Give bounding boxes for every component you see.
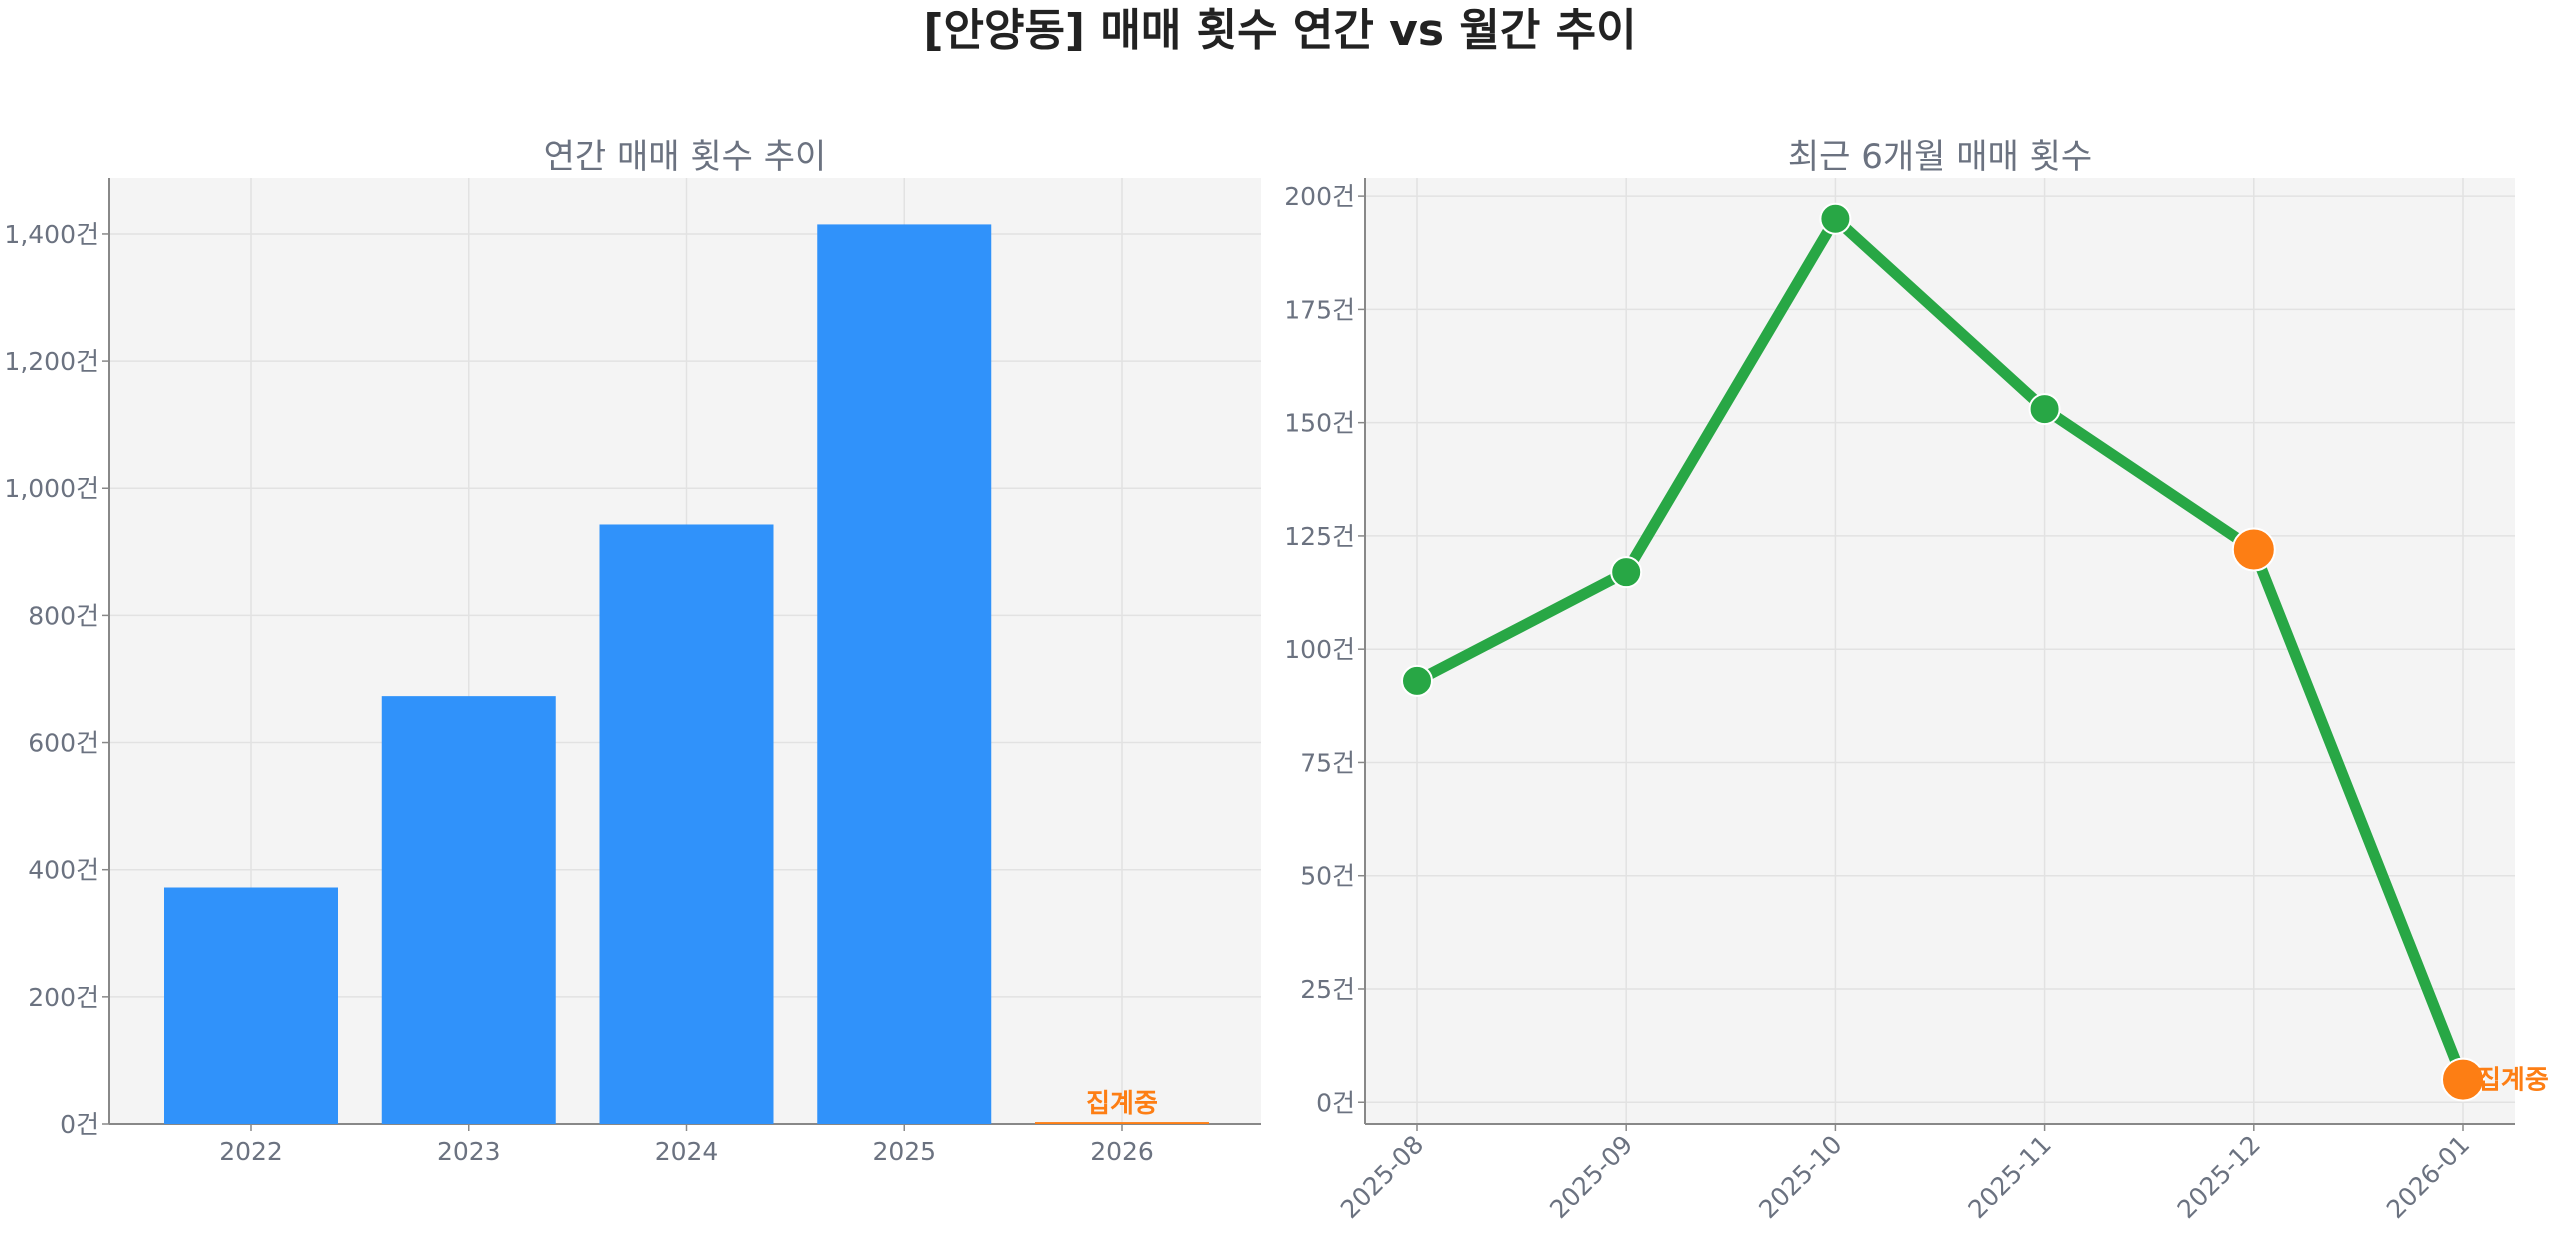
data-point-2025-08 [1401,664,1433,697]
x-tick-label: 2025-08 [1335,1130,1429,1224]
bar-2026 [1035,1122,1209,1124]
data-point-2026-01 [2441,1057,2485,1102]
bar-2023 [381,696,556,1124]
x-tick-label: 2025-10 [1753,1130,1847,1224]
data-point-2025-12 [2231,527,2276,572]
data-point-2025-09 [1610,556,1643,589]
bar-2022 [164,887,338,1124]
y-tick-label: 175건 [1284,295,1355,324]
y-tick-label: 1,000건 [4,474,99,503]
x-tick-label: 2025-09 [1544,1130,1638,1224]
y-tick-label: 25건 [1300,975,1355,1004]
y-tick-label: 150건 [1284,409,1355,438]
y-tick-label: 125건 [1284,522,1355,551]
y-tick-label: 50건 [1300,862,1355,891]
annual-bar-chart: 연간 매매 횟수 추이 0건 200건 400건 600건 800건 1,000건 1,20… [4,137,1261,1166]
bar-2025 [817,224,992,1125]
x-tick-label: 2025-12 [2172,1130,2266,1224]
y-tick-label: 1,200건 [4,347,99,376]
y-tick-label: 200건 [28,983,99,1012]
plot-area [1365,178,2515,1124]
annual-chart-title: 연간 매매 횟수 추이 [544,137,827,177]
figure-title: [안양동] 매매 횟수 연간 vs 월간 추이 [923,5,1636,56]
bar-annotation: 집계중 [1086,1089,1158,1119]
x-tick-label: 2026 [1090,1137,1154,1166]
x-tick-label: 2024 [655,1137,719,1166]
y-tick-label: 1,400건 [4,220,99,249]
y-tick-label: 400건 [28,856,99,885]
y-tick-label: 600건 [28,729,99,758]
x-tick-label: 2023 [437,1137,501,1166]
point-annotation: 집계중 [2477,1066,2549,1096]
x-tick-label: 2022 [219,1137,283,1166]
data-point-2025-10 [1819,202,1852,235]
y-tick-label: 800건 [28,601,99,630]
x-tick-label: 2025 [872,1137,936,1166]
y-tick-label: 0건 [60,1110,99,1139]
monthly-line-chart: 최근 6개월 매매 횟수 0건 25건 50건 75건 100건 125건 150건 175건… [1284,137,2548,1224]
x-tick-label: 2026-01 [2381,1130,2475,1224]
series-line [1414,213,2469,1082]
y-tick-label: 100건 [1284,635,1355,664]
y-tick-label: 75건 [1300,748,1355,777]
bar-2024 [599,524,774,1124]
y-tick-label: 200건 [1284,182,1355,211]
data-point-2025-11 [2028,393,2061,426]
y-tick-label: 0건 [1316,1088,1355,1117]
x-tick-label: 2025-11 [1962,1130,2056,1224]
monthly-chart-title: 최근 6개월 매매 횟수 [1788,137,2092,177]
